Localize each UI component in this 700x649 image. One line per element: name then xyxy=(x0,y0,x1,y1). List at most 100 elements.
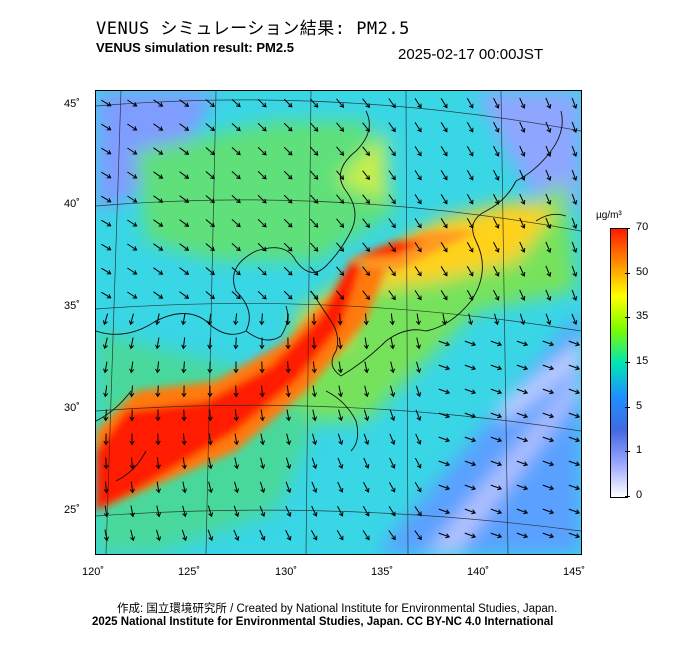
wind-arrow xyxy=(519,145,526,157)
wind-arrow xyxy=(101,195,112,203)
wind-arrow xyxy=(127,195,138,203)
wind-arrow xyxy=(311,457,318,470)
wind-arrow xyxy=(259,409,265,422)
wind-arrow xyxy=(389,457,396,469)
wind-arrow xyxy=(516,388,529,395)
wind-arrow xyxy=(205,147,215,156)
wind-arrow xyxy=(101,99,112,107)
wind-arrow xyxy=(490,484,503,491)
wind-arrow xyxy=(309,122,319,132)
wind-arrow xyxy=(388,506,396,517)
colorbar-label: 50 xyxy=(636,265,649,278)
wind-arrow xyxy=(545,289,552,301)
wind-arrow xyxy=(257,122,267,132)
wind-arrow xyxy=(309,266,319,276)
wind-arrow xyxy=(464,484,477,491)
wind-arrow xyxy=(207,361,213,374)
wind-arrow xyxy=(259,529,266,541)
wind-arrow xyxy=(285,361,291,374)
lat-tick-label: 40˚ xyxy=(64,198,80,210)
wind-arrow xyxy=(440,170,448,181)
wind-arrow xyxy=(101,171,112,179)
wind-arrow xyxy=(309,290,319,300)
wind-arrow xyxy=(336,242,345,252)
wind-arrow xyxy=(493,217,500,229)
wind-arrow xyxy=(231,171,241,180)
wind-arrow xyxy=(101,147,112,155)
wind-arrow xyxy=(101,267,112,275)
wind-arrow xyxy=(414,242,422,253)
wind-arrow xyxy=(259,481,266,494)
wind-arrow xyxy=(388,290,396,301)
wind-arrow xyxy=(571,121,578,133)
lon-tick-label: 140˚ xyxy=(467,566,490,578)
wind-arrow xyxy=(102,313,109,326)
wind-arrow xyxy=(519,97,526,109)
wind-arrow xyxy=(337,505,344,517)
wind-arrow xyxy=(542,364,555,371)
lon-tick-label: 125˚ xyxy=(178,566,201,578)
wind-arrow xyxy=(466,289,474,301)
wind-arrow xyxy=(519,169,526,181)
wind-arrow xyxy=(127,147,138,155)
wind-arrow xyxy=(129,409,135,422)
wind-arrow xyxy=(466,169,474,181)
wind-arrow xyxy=(568,388,581,395)
wind-arrow xyxy=(103,409,109,422)
wind-arrow xyxy=(516,364,529,371)
wind-arrow xyxy=(309,170,319,180)
wind-arrow xyxy=(542,484,555,491)
wind-arrow xyxy=(568,364,581,371)
wind-arrow xyxy=(312,433,318,446)
wind-arrow xyxy=(311,313,317,326)
wind-arrow xyxy=(207,457,213,470)
wind-arrow xyxy=(257,242,267,252)
wind-arrow xyxy=(363,457,370,469)
wind-arrow xyxy=(179,243,190,251)
wind-arrow xyxy=(466,217,474,229)
wind-arrow xyxy=(153,195,164,203)
wind-arrow xyxy=(283,290,293,300)
wind-arrow xyxy=(153,171,164,179)
wind-arrow xyxy=(545,241,552,253)
wind-arrow xyxy=(233,529,240,541)
wind-arrow xyxy=(101,123,112,131)
wind-arrow xyxy=(545,313,552,326)
wind-arrow xyxy=(231,147,241,156)
wind-arrow xyxy=(414,290,422,301)
wind-arrow xyxy=(205,291,215,300)
wind-arrow xyxy=(231,243,241,252)
wind-arrow xyxy=(416,361,422,374)
wind-vector-field xyxy=(101,97,581,542)
wind-arrow xyxy=(438,436,451,443)
pm25-map xyxy=(95,90,582,555)
wind-arrow xyxy=(440,146,448,157)
wind-arrow xyxy=(337,313,343,326)
wind-arrow xyxy=(542,412,555,419)
colorbar-unit: µg/m³ xyxy=(596,210,622,221)
wind-arrow xyxy=(388,530,396,541)
wind-arrow xyxy=(102,337,108,350)
wind-arrow xyxy=(101,219,112,227)
wind-arrow xyxy=(388,98,396,109)
wind-arrow xyxy=(440,242,448,253)
wind-arrow xyxy=(516,508,529,515)
wind-arrow xyxy=(127,243,138,251)
wind-arrow xyxy=(363,409,370,422)
wind-arrow xyxy=(466,121,474,133)
wind-arrow xyxy=(155,361,161,374)
wind-arrow xyxy=(205,243,215,252)
wind-arrow xyxy=(362,505,370,517)
wind-arrow xyxy=(490,364,503,371)
wind-arrow xyxy=(493,289,500,301)
wind-arrow xyxy=(153,267,164,275)
wind-arrow xyxy=(414,218,422,229)
wind-arrow xyxy=(516,460,529,467)
wind-arrow xyxy=(101,243,112,251)
license-line: 2025 National Institute for Environmenta… xyxy=(92,616,554,628)
colorbar-tick xyxy=(625,317,630,319)
wind-arrow xyxy=(438,532,451,539)
wind-arrow xyxy=(545,169,552,181)
wind-arrow xyxy=(464,340,477,347)
wind-arrow xyxy=(363,337,369,350)
